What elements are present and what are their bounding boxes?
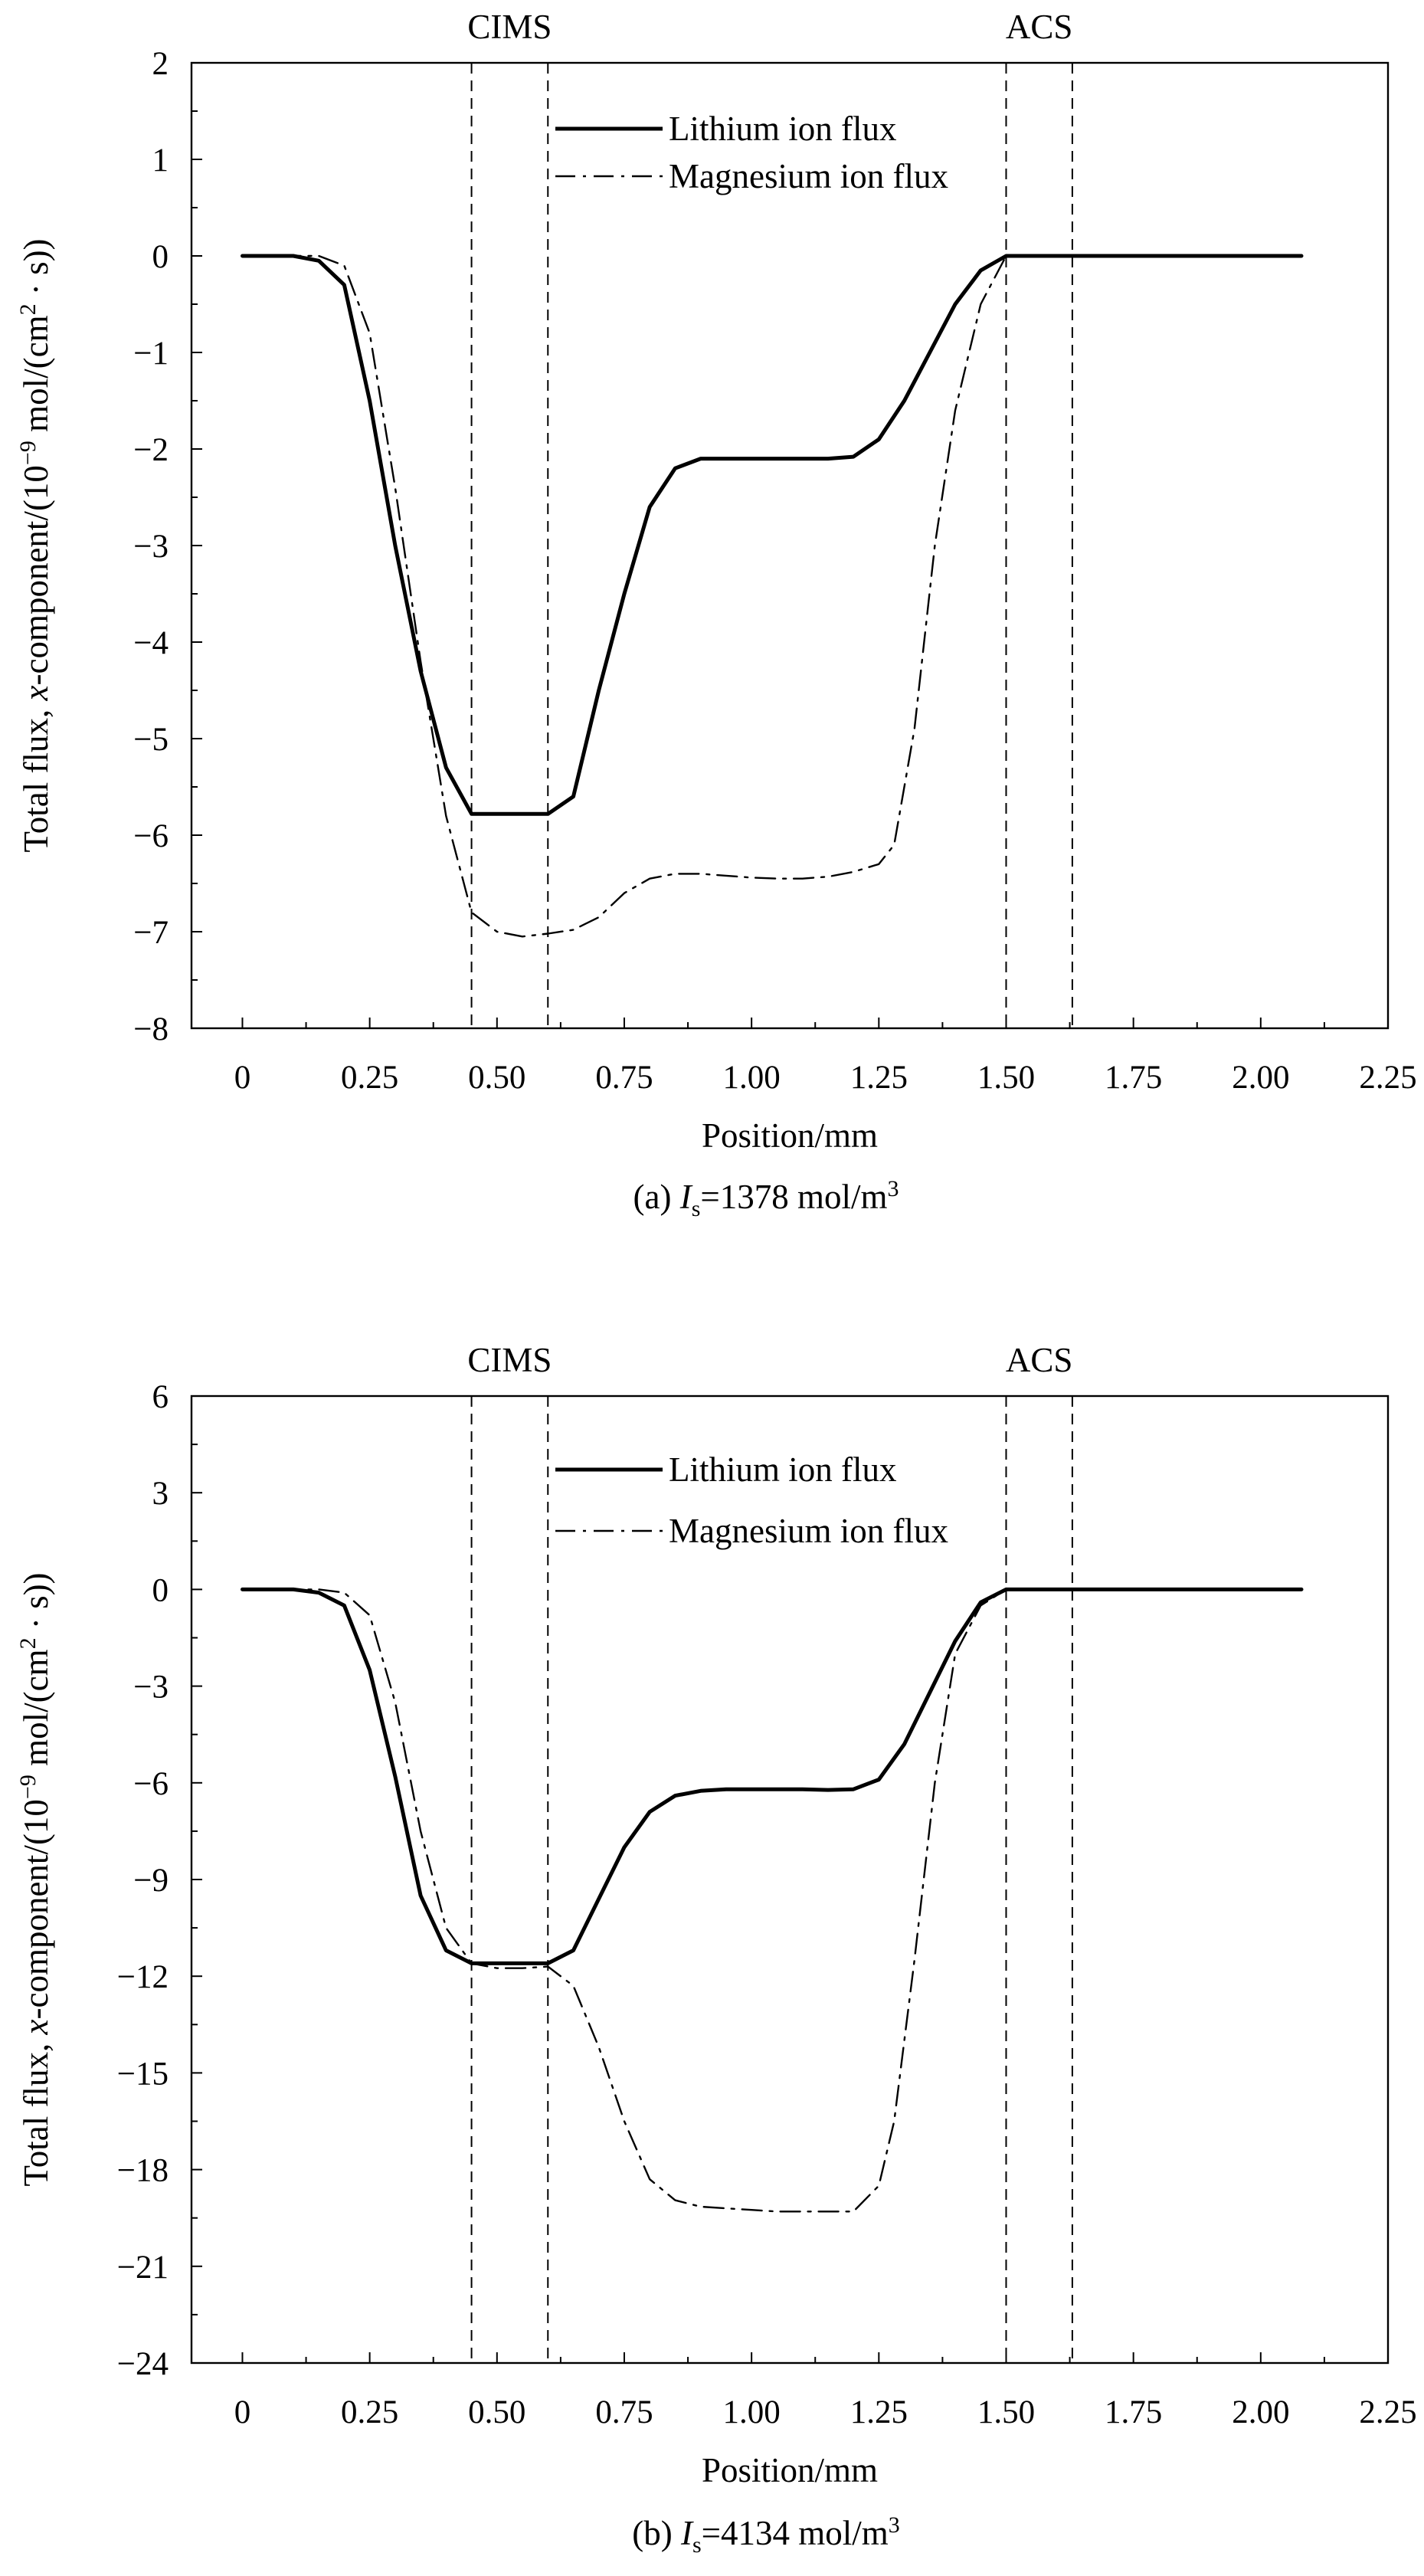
y-tick-label: −15 (117, 2056, 169, 2092)
x-tick-label: 0.25 (341, 1060, 398, 1096)
x-tick-label: 2.00 (1232, 2394, 1289, 2430)
y-axis-label-part: · s)) (17, 238, 55, 303)
x-tick-label: 0 (234, 2394, 251, 2430)
series-line-magnesium-ion-flux (241, 1588, 1303, 2213)
y-axis-label-part: -component/(10 (17, 1799, 55, 2019)
y-tick-label: −6 (133, 818, 169, 854)
y-tick-label: −6 (133, 1766, 169, 1802)
x-tick-label: 2.25 (1359, 1060, 1416, 1096)
series-line-lithium-ion-flux (241, 254, 1304, 816)
y-tick-label: −12 (117, 1959, 169, 1995)
x-tick-label: 0 (234, 1060, 251, 1096)
x-tick-label: 1.00 (723, 2394, 781, 2430)
region-label-cims: CIMS (467, 8, 552, 46)
x-tick-label: 1.50 (977, 2394, 1035, 2430)
y-axis-label-part: -component/(10 (17, 465, 55, 685)
caption-part: (a) (633, 1178, 679, 1216)
series-line-lithium-ion-flux (241, 1587, 1304, 1965)
y-tick-label: 0 (152, 239, 169, 275)
y-axis-label-part: x (17, 2019, 55, 2035)
caption-part: I (680, 2514, 694, 2552)
caption-subscript: s (692, 1196, 701, 1221)
x-tick-label: 1.75 (1105, 2394, 1162, 2430)
caption-part: (b) (632, 2514, 681, 2552)
y-tick-label: −21 (117, 2250, 169, 2286)
y-tick-label: −5 (133, 722, 169, 758)
x-tick-label: 0.50 (468, 1060, 525, 1096)
x-axis-label: Position/mm (702, 2451, 878, 2489)
x-tick-label: 0.75 (595, 1060, 653, 1096)
caption-part: =1378 mol/m (700, 1178, 887, 1216)
y-tick-label: −18 (117, 2153, 169, 2189)
region-label-cims: CIMS (467, 1341, 552, 1379)
x-tick-label: 1.25 (850, 2394, 908, 2430)
y-tick-label: −3 (133, 529, 169, 565)
x-tick-label: 1.75 (1105, 1060, 1162, 1096)
legend-label: Magnesium ion flux (669, 157, 948, 195)
y-axis-label-part: x (17, 685, 55, 701)
y-axis-label-part: Total flux, (17, 700, 55, 852)
x-tick-label: 1.00 (723, 1060, 781, 1096)
x-tick-label: 2.25 (1359, 2394, 1416, 2430)
caption-subscript: s (692, 2532, 702, 2558)
y-axis-label-part: mol/(cm (17, 315, 55, 441)
y-tick-label: −9 (133, 1863, 169, 1899)
y-axis-label-superscript: −9 (15, 1775, 41, 1799)
plot-frame (190, 61, 1390, 1030)
caption-superscript: 3 (888, 1176, 899, 1201)
y-axis-label: Total flux, x-component/(10−9 mol/(cm2 ·… (15, 238, 55, 852)
caption-part: =4134 mol/m (702, 2514, 889, 2552)
chart-a: 0 0.25 0.50 0.75 1.00 1.25 1.50 1.75 2.00 2.25 2 1 0… (15, 8, 1417, 1221)
y-tick-label: −1 (133, 336, 169, 372)
x-tick-label: 0.25 (341, 2394, 398, 2430)
y-tick-label: −8 (133, 1011, 169, 1047)
chart-caption: (b) Is=4134 mol/m3 (632, 2512, 900, 2558)
caption-part: I (679, 1178, 693, 1216)
y-tick-label: −24 (117, 2346, 169, 2382)
region-label-acs: ACS (1006, 1341, 1073, 1379)
x-tick-label: 2.00 (1232, 1060, 1289, 1096)
legend-label: Lithium ion flux (669, 1450, 897, 1489)
region-label-acs: ACS (1006, 8, 1073, 46)
caption-superscript: 3 (889, 2512, 900, 2538)
y-tick-label: 0 (152, 1572, 169, 1608)
x-tick-label: 1.50 (977, 1060, 1035, 1096)
y-tick-label: −3 (133, 1670, 169, 1706)
y-axis-label-superscript: 2 (15, 1637, 41, 1649)
y-axis-label: Total flux, x-component/(10−9 mol/(cm2 ·… (15, 1572, 55, 2186)
y-axis-label-part: mol/(cm (17, 1649, 55, 1775)
chart-b: 0 0.25 0.50 0.75 1.00 1.25 1.50 1.75 2.00 2.25 6 3 0… (15, 1341, 1417, 2558)
legend-label: Magnesium ion flux (669, 1512, 948, 1550)
y-tick-label: 1 (152, 143, 169, 179)
y-tick-label: 2 (152, 46, 169, 82)
y-axis-label-superscript: 2 (15, 303, 41, 315)
x-axis-label: Position/mm (702, 1116, 878, 1155)
x-tick-label: 0.50 (468, 2394, 525, 2430)
y-tick-label: 6 (152, 1379, 169, 1415)
y-tick-label: −7 (133, 915, 169, 951)
y-tick-label: −4 (133, 625, 169, 661)
y-tick-label: 3 (152, 1476, 169, 1512)
series-line-magnesium-ion-flux (241, 254, 1303, 938)
legend-label: Lithium ion flux (669, 110, 897, 148)
y-axis-label-superscript: −9 (15, 441, 41, 465)
y-axis-label-part: · s)) (17, 1572, 55, 1637)
y-tick-label: −2 (133, 432, 169, 468)
y-axis-label-part: Total flux, (17, 2034, 55, 2186)
x-tick-label: 0.75 (595, 2394, 653, 2430)
chart-caption: (a) Is=1378 mol/m3 (633, 1176, 899, 1221)
x-tick-label: 1.25 (850, 1060, 908, 1096)
